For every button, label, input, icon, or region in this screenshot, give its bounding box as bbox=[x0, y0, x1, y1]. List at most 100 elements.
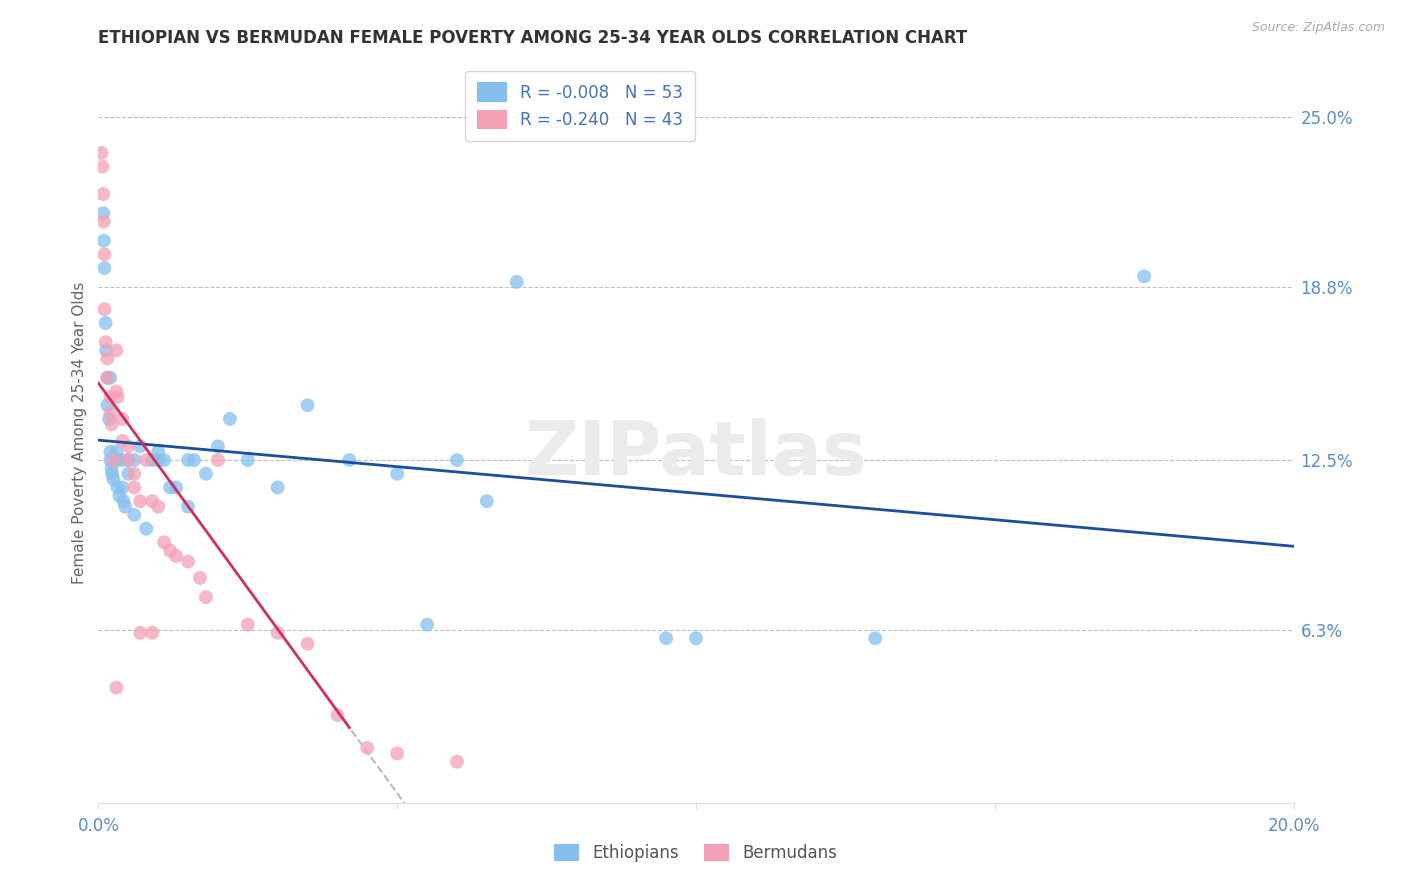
Point bbox=[124, 480, 146, 494]
Point bbox=[91, 187, 114, 202]
Point bbox=[101, 467, 124, 481]
Point bbox=[105, 453, 128, 467]
Point bbox=[446, 453, 468, 467]
Point bbox=[96, 398, 118, 412]
Point bbox=[135, 453, 157, 467]
Point bbox=[267, 625, 290, 640]
Point bbox=[267, 480, 290, 494]
Point bbox=[108, 489, 131, 503]
Point bbox=[117, 453, 139, 467]
Point bbox=[148, 445, 170, 459]
Point bbox=[141, 453, 163, 467]
Point bbox=[98, 453, 122, 467]
Point bbox=[865, 632, 887, 646]
Point bbox=[685, 632, 707, 646]
Legend: Ethiopians, Bermudans: Ethiopians, Bermudans bbox=[548, 837, 844, 869]
Point bbox=[107, 390, 129, 404]
Point bbox=[93, 234, 115, 248]
Point bbox=[105, 681, 128, 695]
Point bbox=[117, 453, 139, 467]
Point bbox=[195, 590, 218, 604]
Point bbox=[339, 453, 361, 467]
Point bbox=[111, 412, 134, 426]
Point bbox=[207, 453, 229, 467]
Point bbox=[93, 261, 115, 276]
Point bbox=[207, 439, 229, 453]
Point bbox=[91, 160, 114, 174]
Point bbox=[105, 384, 128, 399]
Point bbox=[112, 494, 135, 508]
Point bbox=[475, 494, 498, 508]
Point bbox=[111, 480, 134, 494]
Point bbox=[98, 371, 122, 385]
Point bbox=[177, 500, 200, 514]
Point bbox=[93, 302, 115, 317]
Point bbox=[188, 571, 211, 585]
Text: ZIPatlas: ZIPatlas bbox=[524, 418, 868, 491]
Point bbox=[114, 500, 136, 514]
Point bbox=[385, 747, 409, 761]
Point bbox=[177, 554, 200, 568]
Point bbox=[124, 508, 146, 522]
Point bbox=[129, 494, 152, 508]
Point bbox=[90, 145, 112, 160]
Point bbox=[153, 453, 176, 467]
Point bbox=[98, 390, 122, 404]
Point bbox=[165, 549, 187, 563]
Point bbox=[148, 453, 170, 467]
Point bbox=[385, 467, 409, 481]
Point bbox=[103, 472, 125, 486]
Point bbox=[117, 439, 139, 453]
Point bbox=[297, 637, 319, 651]
Point bbox=[98, 445, 122, 459]
Point bbox=[117, 467, 139, 481]
Point bbox=[96, 343, 118, 358]
Point bbox=[129, 625, 152, 640]
Point bbox=[141, 494, 163, 508]
Point bbox=[111, 434, 134, 448]
Point bbox=[107, 480, 129, 494]
Y-axis label: Female Poverty Among 25-34 Year Olds: Female Poverty Among 25-34 Year Olds bbox=[72, 282, 87, 583]
Point bbox=[356, 741, 378, 756]
Point bbox=[94, 316, 117, 330]
Point bbox=[124, 467, 146, 481]
Point bbox=[105, 445, 128, 459]
Point bbox=[124, 453, 146, 467]
Point bbox=[96, 371, 118, 385]
Point bbox=[326, 708, 349, 723]
Point bbox=[1133, 269, 1156, 284]
Point bbox=[236, 453, 259, 467]
Point bbox=[93, 214, 115, 228]
Point bbox=[159, 480, 181, 494]
Point bbox=[446, 755, 468, 769]
Point bbox=[195, 467, 218, 481]
Point bbox=[153, 535, 176, 549]
Point bbox=[219, 412, 242, 426]
Point bbox=[655, 632, 678, 646]
Point bbox=[183, 453, 205, 467]
Point bbox=[148, 500, 170, 514]
Text: Source: ZipAtlas.com: Source: ZipAtlas.com bbox=[1251, 21, 1385, 34]
Point bbox=[129, 439, 152, 453]
Point bbox=[111, 453, 134, 467]
Point bbox=[100, 417, 122, 432]
Point bbox=[96, 371, 118, 385]
Point bbox=[103, 453, 125, 467]
Text: ETHIOPIAN VS BERMUDAN FEMALE POVERTY AMONG 25-34 YEAR OLDS CORRELATION CHART: ETHIOPIAN VS BERMUDAN FEMALE POVERTY AMO… bbox=[98, 29, 967, 47]
Point bbox=[91, 206, 114, 220]
Point bbox=[159, 543, 181, 558]
Point bbox=[141, 625, 163, 640]
Point bbox=[94, 335, 117, 350]
Point bbox=[416, 617, 439, 632]
Point bbox=[98, 412, 121, 426]
Point bbox=[236, 617, 259, 632]
Point bbox=[506, 275, 529, 289]
Point bbox=[93, 247, 115, 261]
Point bbox=[297, 398, 319, 412]
Point bbox=[165, 480, 187, 494]
Point bbox=[177, 453, 200, 467]
Point bbox=[98, 406, 122, 420]
Point bbox=[96, 351, 118, 366]
Point bbox=[105, 343, 128, 358]
Point bbox=[100, 461, 122, 475]
